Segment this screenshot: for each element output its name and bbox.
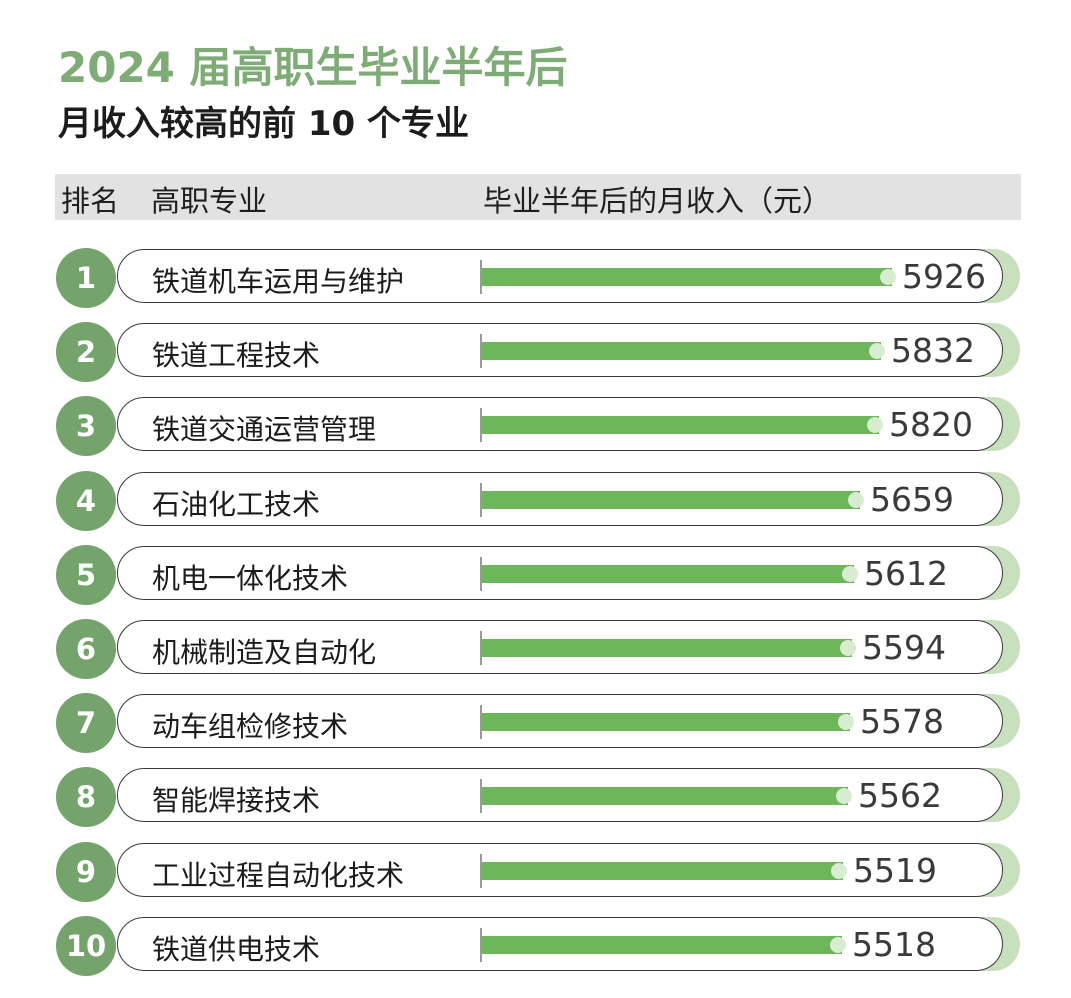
bar-end-dot — [840, 640, 856, 656]
bar — [482, 713, 850, 731]
bar-baseline — [480, 260, 482, 294]
data-label: 5832 — [891, 331, 975, 370]
bar-end-dot — [842, 566, 858, 582]
table-row: 3 铁道交通运营管理 5820 — [0, 396, 1071, 456]
bar-end-dot — [831, 863, 847, 879]
bar-baseline — [480, 483, 482, 517]
category-label: 石油化工技术 — [152, 488, 321, 521]
category-label: 铁道机车运用与维护 — [152, 265, 405, 298]
table-row: 1 铁道机车运用与维护 5926 — [0, 248, 1071, 308]
bar-baseline — [480, 928, 482, 962]
table-row: 4 石油化工技术 5659 — [0, 471, 1071, 531]
rank-badge: 9 — [56, 842, 116, 902]
category-label: 铁道供电技术 — [152, 933, 321, 966]
bar — [482, 416, 879, 434]
bar-end-dot — [836, 788, 852, 804]
category-label: 智能焊接技术 — [152, 784, 321, 817]
category-label: 动车组检修技术 — [152, 710, 349, 743]
bar-end-dot — [848, 492, 864, 508]
table-row: 8 智能焊接技术 5562 — [0, 767, 1071, 827]
bar — [482, 565, 854, 583]
category-label: 铁道工程技术 — [152, 339, 321, 372]
data-label: 5612 — [864, 554, 948, 593]
rank-badge: 6 — [56, 619, 116, 679]
rank-badge: 5 — [56, 545, 116, 605]
bar — [482, 862, 843, 880]
category-label: 机电一体化技术 — [152, 562, 349, 595]
table-row: 2 铁道工程技术 5832 — [0, 322, 1071, 382]
table-row: 6 机械制造及自动化 5594 — [0, 619, 1071, 679]
chart-title-line1: 2024 届高职生毕业半年后 — [58, 43, 568, 92]
chart-title-line2: 月收入较高的前 10 个专业 — [58, 104, 469, 144]
rank-badge: 10 — [56, 916, 116, 976]
bar-end-dot — [867, 417, 883, 433]
table-row: 9 工业过程自动化技术 5519 — [0, 842, 1071, 902]
category-label: 机械制造及自动化 — [152, 636, 377, 669]
category-label: 铁道交通运营管理 — [152, 413, 377, 446]
bar — [482, 787, 848, 805]
bar-end-dot — [869, 343, 885, 359]
data-label: 5578 — [860, 702, 944, 741]
table-row: 5 机电一体化技术 5612 — [0, 545, 1071, 605]
bar-end-dot — [838, 714, 854, 730]
bar-baseline — [480, 408, 482, 442]
table-row: 7 动车组检修技术 5578 — [0, 693, 1071, 753]
data-label: 5562 — [858, 776, 942, 815]
rank-badge: 3 — [56, 396, 116, 456]
header-rank: 排名 — [61, 184, 120, 218]
bar-baseline — [480, 334, 482, 368]
bar-baseline — [480, 705, 482, 739]
rank-badge: 2 — [56, 322, 116, 382]
bar — [482, 639, 852, 657]
table-header: 排名 高职专业 毕业半年后的月收入（元） — [55, 174, 1021, 220]
bar — [482, 268, 892, 286]
header-income: 毕业半年后的月收入（元） — [483, 184, 832, 218]
bar-end-dot — [830, 937, 846, 953]
bar — [482, 936, 842, 954]
bar-end-dot — [880, 269, 896, 285]
rank-badge: 8 — [56, 767, 116, 827]
rank-badge: 7 — [56, 693, 116, 753]
data-label: 5518 — [852, 925, 936, 964]
rank-badge: 4 — [56, 471, 116, 531]
rank-badge: 1 — [56, 248, 116, 308]
data-label: 5820 — [889, 405, 973, 444]
bar-baseline — [480, 557, 482, 591]
data-label: 5659 — [870, 480, 954, 519]
bar-baseline — [480, 854, 482, 888]
bar — [482, 491, 860, 509]
data-label: 5926 — [902, 257, 986, 296]
data-label: 5519 — [853, 851, 937, 890]
data-label: 5594 — [862, 628, 946, 667]
bar-baseline — [480, 631, 482, 665]
table-row: 10 铁道供电技术 5518 — [0, 916, 1071, 976]
category-label: 工业过程自动化技术 — [152, 859, 405, 892]
header-major: 高职专业 — [151, 184, 268, 218]
bar-baseline — [480, 779, 482, 813]
bar — [482, 342, 881, 360]
